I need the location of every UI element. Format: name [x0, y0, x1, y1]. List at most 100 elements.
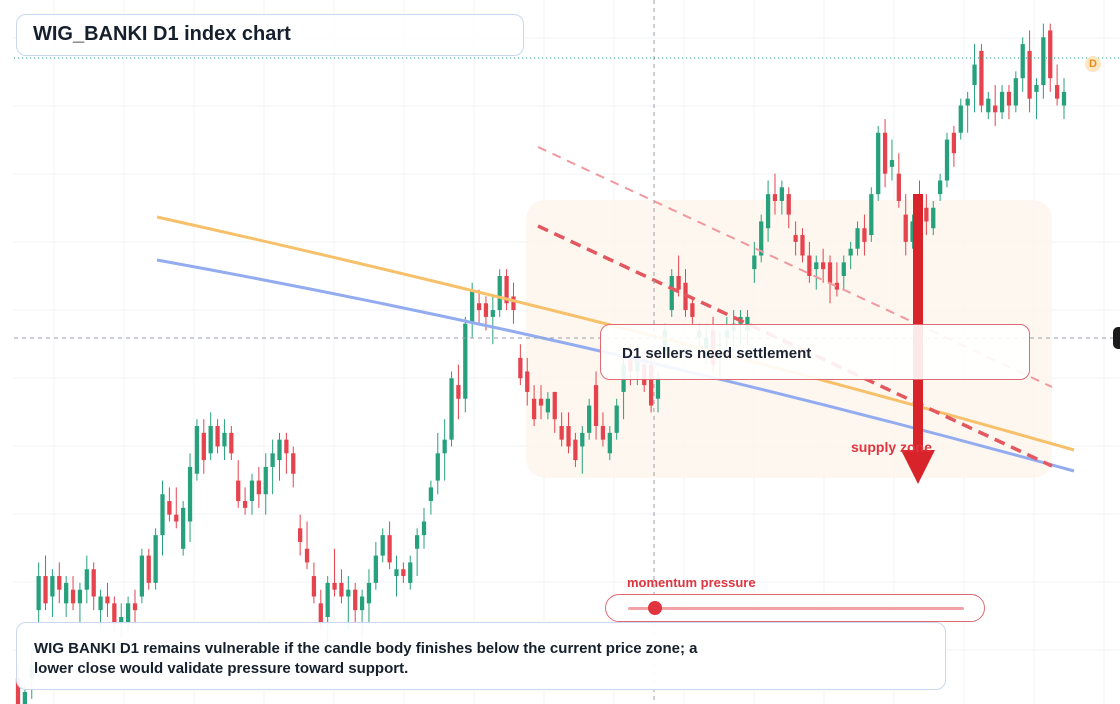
- candle-body: [979, 50, 984, 106]
- candle-body: [160, 494, 165, 536]
- candle-bullish: [36, 562, 41, 624]
- candle-bearish: [786, 187, 791, 229]
- candle-bullish: [765, 180, 771, 242]
- candle-bullish: [965, 91, 970, 133]
- candle-body: [291, 453, 296, 474]
- candle-body: [538, 398, 544, 406]
- channel-lower-line: [537, 224, 1053, 468]
- candle-body: [848, 248, 853, 256]
- candle-body: [15, 678, 21, 704]
- candle-body: [119, 616, 124, 624]
- candle-body: [229, 432, 234, 454]
- candle-bearish: [1054, 64, 1060, 106]
- candle-body: [855, 228, 860, 249]
- candle-bearish: [43, 555, 48, 611]
- candle-bearish: [821, 248, 826, 283]
- candle-bearish: [862, 214, 867, 256]
- candle-bullish: [944, 132, 950, 188]
- candle-bullish: [1020, 37, 1025, 92]
- candle-bullish: [779, 180, 784, 215]
- candle-body: [882, 132, 888, 174]
- candle-body: [497, 275, 502, 311]
- candle-body: [869, 194, 874, 236]
- candle-bearish: [827, 255, 833, 304]
- candle-body: [559, 426, 564, 440]
- candle-bearish: [903, 194, 908, 256]
- candle-bearish: [174, 487, 179, 529]
- candle-body: [490, 310, 495, 317]
- candle-body: [208, 426, 213, 454]
- candle-bearish: [311, 562, 317, 604]
- candle-bearish: [57, 562, 62, 604]
- candle-body: [518, 357, 523, 379]
- candle-bullish: [194, 419, 200, 481]
- candle-bullish: [545, 391, 551, 420]
- candle-body: [903, 214, 908, 242]
- candle-body: [139, 555, 145, 597]
- candle-body: [394, 569, 399, 577]
- candle-body: [821, 262, 826, 270]
- candle-bullish: [346, 576, 351, 631]
- candle-bullish: [669, 269, 674, 317]
- candle-bearish: [132, 589, 138, 624]
- candle-bearish: [91, 562, 96, 611]
- candle-bullish: [841, 255, 846, 290]
- candle-body: [600, 426, 606, 440]
- candle-bearish: [256, 466, 261, 508]
- candle-bearish: [105, 582, 110, 617]
- candle-bearish: [1006, 85, 1012, 120]
- candle-bullish: [614, 398, 619, 440]
- sellers-callout: D1 sellers need settlement: [600, 324, 1030, 380]
- candle-bullish: [999, 85, 1005, 120]
- candle-bearish: [387, 521, 392, 570]
- candle-body: [765, 194, 771, 229]
- candle-body: [284, 439, 289, 454]
- candle-bullish: [869, 187, 874, 242]
- candle-bullish: [153, 528, 158, 590]
- candle-body: [504, 275, 509, 304]
- candle-bearish: [993, 85, 998, 126]
- candle-body: [153, 535, 158, 583]
- candle-bearish: [229, 426, 234, 461]
- candle-body: [84, 569, 89, 590]
- candle-body: [105, 596, 110, 604]
- candle-body: [401, 569, 406, 577]
- candle-bullish: [414, 528, 420, 577]
- candle-body: [194, 426, 200, 474]
- candle-body: [421, 521, 427, 536]
- candle-body: [669, 275, 674, 311]
- candle-body: [1048, 30, 1053, 79]
- candle-body: [552, 391, 557, 420]
- momentum-gauge: [605, 594, 985, 622]
- candle-bearish: [167, 487, 172, 522]
- candle-body: [318, 603, 323, 624]
- candle-bullish: [463, 316, 468, 413]
- candle-bearish: [476, 289, 482, 324]
- momentum-rail: [628, 607, 964, 610]
- candle-body: [70, 589, 76, 604]
- candle-bearish: [70, 576, 76, 611]
- candle-bullish: [958, 98, 963, 140]
- candle-bullish: [937, 173, 943, 201]
- candle-body: [387, 535, 392, 563]
- candle-body: [944, 139, 950, 181]
- interval-badge[interactable]: D: [1085, 56, 1101, 72]
- candle-bearish: [525, 357, 530, 406]
- candle-bullish: [759, 214, 764, 263]
- candle-bearish: [552, 391, 557, 433]
- candle-body: [807, 255, 812, 276]
- supply-zone-label: supply zone: [851, 439, 932, 455]
- candle-body: [931, 207, 936, 229]
- candle-bearish: [284, 432, 289, 474]
- candle-body: [249, 480, 255, 502]
- candle-bearish: [807, 241, 812, 283]
- candle-bullish: [421, 507, 427, 549]
- candle-body: [167, 501, 172, 515]
- candle-body: [380, 535, 385, 556]
- candle-body: [22, 692, 28, 704]
- candle-body: [43, 576, 48, 604]
- candle-bullish: [442, 419, 447, 481]
- candle-body: [242, 501, 248, 508]
- momentum-knob: [647, 601, 662, 615]
- chart-title: WIG_BANKI D1 index chart: [16, 14, 524, 56]
